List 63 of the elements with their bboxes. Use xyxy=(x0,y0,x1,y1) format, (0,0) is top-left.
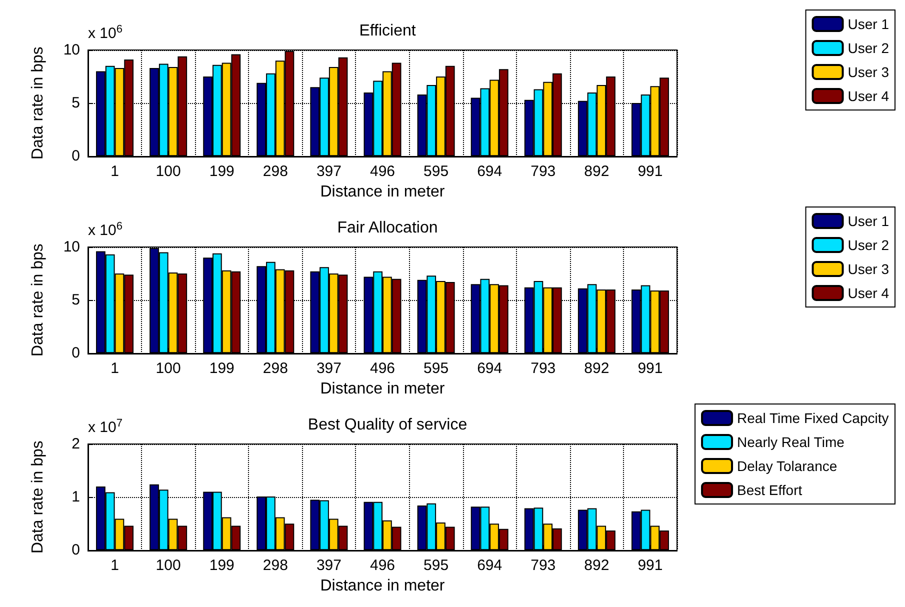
y-axis-title: Data rate in bps xyxy=(30,440,46,554)
legend-label: Best Effort xyxy=(737,482,802,498)
x-tick-label: 100 xyxy=(156,163,181,180)
x-tick-label: 1 xyxy=(110,163,119,180)
x-tick-label: 991 xyxy=(638,163,663,180)
x-tick-label: 694 xyxy=(477,163,502,180)
x-tick-label: 199 xyxy=(209,557,234,574)
legend-label: User 4 xyxy=(848,285,890,301)
legend-label: Real Time Fixed Capcity xyxy=(737,410,889,426)
x-tick-label: 298 xyxy=(262,557,288,574)
x-tick-label: 694 xyxy=(477,360,502,378)
x-tick-label: 595 xyxy=(424,360,449,378)
x-tick-label: 397 xyxy=(316,360,342,378)
x-tick-label: 793 xyxy=(530,163,556,180)
y-tick-label: 5 xyxy=(72,94,80,112)
x-tick-label: 793 xyxy=(530,557,556,574)
legend-label: Delay Tolarance xyxy=(737,458,838,474)
x-tick-label: 694 xyxy=(477,557,502,574)
x-tick-label: 199 xyxy=(209,360,234,378)
x-tick-label: 793 xyxy=(530,360,556,378)
x-tick-label: 100 xyxy=(156,360,181,378)
y-tick-label: 2 xyxy=(72,436,80,452)
x-tick-label: 397 xyxy=(316,557,342,574)
legend-label: User 4 xyxy=(848,88,890,104)
x-axis-title: Distance in meter xyxy=(320,184,446,200)
legend-label: User 3 xyxy=(848,64,890,80)
x-tick-label: 1 xyxy=(110,557,119,574)
x-tick-label: 100 xyxy=(156,557,181,574)
y-tick-label: 0 xyxy=(72,148,80,165)
legend-label: User 2 xyxy=(848,237,890,253)
x-tick-label: 496 xyxy=(370,557,396,574)
x-tick-label: 595 xyxy=(424,163,449,180)
x-tick-label: 496 xyxy=(370,360,396,378)
x-tick-label: 595 xyxy=(424,557,449,574)
x-tick-label: 298 xyxy=(262,163,288,180)
x-tick-label: 1 xyxy=(110,360,119,378)
legend-label: Nearly Real Time xyxy=(737,434,845,450)
x-tick-label: 199 xyxy=(209,163,234,180)
chart-title: Efficient xyxy=(359,22,416,40)
x-tick-label: 892 xyxy=(584,557,610,574)
chart-title: Fair Allocation xyxy=(337,220,438,236)
x-tick-label: 892 xyxy=(584,360,610,378)
y-tick-label: 0 xyxy=(72,344,80,362)
y-tick-label: 10 xyxy=(63,238,80,256)
y-tick-label: 10 xyxy=(63,42,80,58)
legend-label: User 2 xyxy=(848,40,890,56)
y-tick-label: 0 xyxy=(72,542,80,559)
y-tick-label: 5 xyxy=(72,292,80,309)
x-tick-label: 298 xyxy=(262,360,288,378)
x-tick-label: 991 xyxy=(638,360,663,378)
legend-label: User 1 xyxy=(848,16,890,32)
x-axis-title: Distance in meter xyxy=(320,578,446,594)
x-tick-label: 991 xyxy=(638,557,663,574)
x-axis-title: Distance in meter xyxy=(320,380,446,398)
x-tick-label: 892 xyxy=(584,163,610,180)
legend-label: User 3 xyxy=(848,261,890,277)
y-tick-label: 1 xyxy=(72,488,80,506)
x-tick-label: 397 xyxy=(316,163,342,180)
legend-label: User 1 xyxy=(848,213,890,229)
x-tick-label: 496 xyxy=(370,163,396,180)
y-axis-title: Data rate in bps xyxy=(30,46,46,160)
chart-title: Best Quality of service xyxy=(308,416,468,434)
y-axis-title: Data rate in bps xyxy=(30,244,46,357)
